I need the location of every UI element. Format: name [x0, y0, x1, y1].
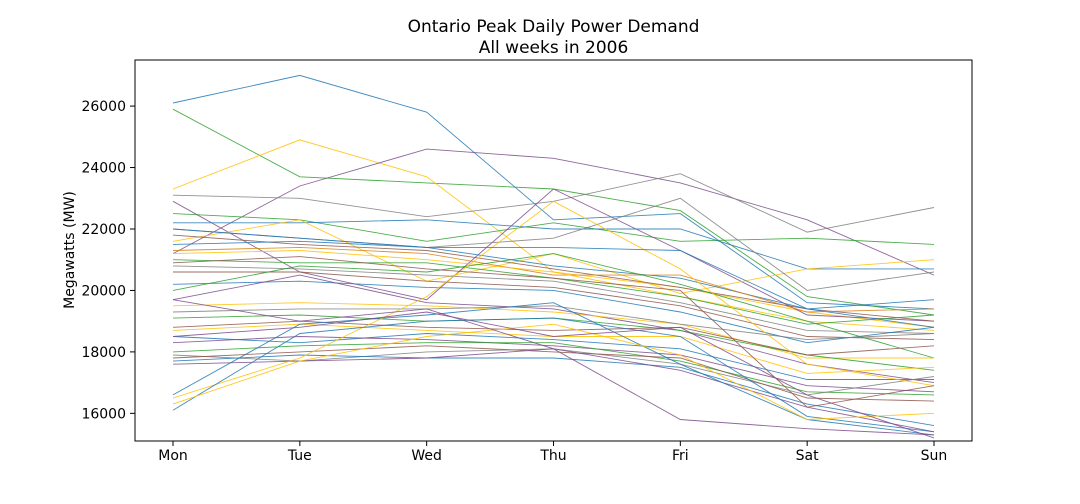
series-line-3: [172, 139, 935, 328]
series-line-17: [173, 271, 935, 341]
chart-subtitle: All weeks in 2006: [478, 38, 629, 58]
series-line-36: [172, 323, 935, 420]
series-line-37: [172, 311, 935, 439]
chart-title: Ontario Peak Daily Power Demand: [407, 17, 700, 37]
series-line-24: [172, 320, 935, 356]
series-line-18: [172, 280, 935, 344]
series-line-30: [172, 345, 935, 402]
series-line-16: [172, 265, 935, 334]
series-line-28: [172, 342, 935, 396]
series-line-22: [172, 305, 935, 341]
series-line-10: [172, 197, 935, 291]
series-line-5: [172, 173, 935, 233]
series-line-38: [172, 299, 935, 436]
x-tick-label: Sun: [921, 448, 948, 464]
series-line-27: [172, 336, 935, 393]
series-layer: [172, 74, 935, 439]
series-line-1: [172, 74, 935, 310]
series-line-15: [172, 259, 935, 325]
series-line-13: [172, 246, 935, 313]
y-tick-label: 26000: [81, 99, 126, 115]
y-tick-label: 18000: [81, 345, 126, 361]
series-line-40: [172, 228, 935, 310]
series-line-31: [172, 354, 935, 427]
series-line-8: [173, 219, 934, 270]
series-line-21: [172, 302, 934, 359]
x-tick-label: Sat: [796, 448, 819, 464]
x-tick-label: Tue: [287, 448, 312, 464]
y-tick-label: 20000: [81, 283, 126, 299]
series-line-19: [172, 253, 935, 359]
series-line-32: [172, 348, 935, 433]
x-tick-label: Mon: [158, 448, 188, 464]
series-line-39: [172, 256, 935, 408]
x-tick-label: Fri: [672, 448, 689, 464]
y-tick-label: 16000: [81, 406, 126, 422]
y-tick-label: 24000: [81, 161, 126, 177]
series-line-34: [172, 200, 935, 399]
plot-frame: [134, 59, 973, 442]
x-tick-label: Wed: [411, 448, 442, 464]
x-tick-label: Thu: [539, 448, 566, 464]
series-line-4: [172, 148, 935, 276]
y-tick-label: 22000: [81, 222, 126, 238]
axis-layer: Mon Tue Wed Thu Fri Sat Sun 16000 18000 20000 2200…: [81, 99, 947, 464]
series-line-12: [172, 240, 935, 328]
series-line-35: [172, 317, 935, 433]
series-line-2: [172, 108, 935, 316]
series-line-26: [172, 333, 934, 380]
series-line-9: [172, 219, 935, 294]
series-line-7: [172, 188, 935, 322]
